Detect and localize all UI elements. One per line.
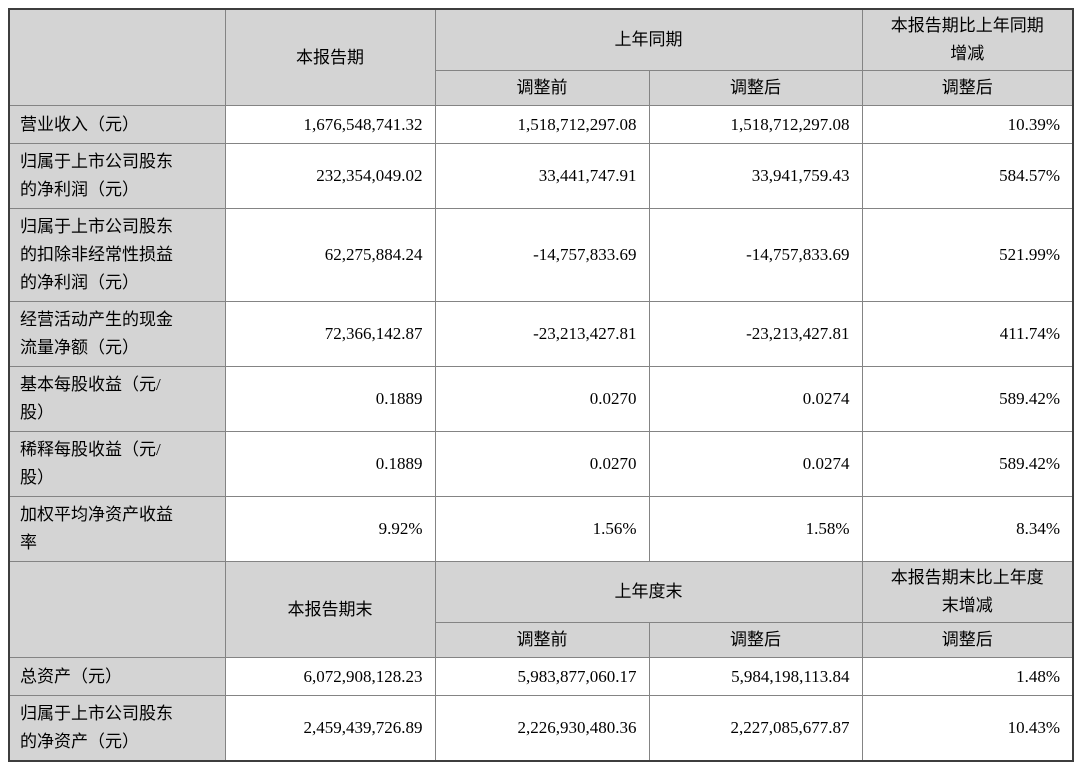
subheader-before-adjust: 调整前 [434, 622, 650, 658]
row-label: 加权平均净资产收益率 [8, 496, 226, 562]
table-row-operating-revenue: 营业收入（元） 1,676,548,741.32 1,518,712,297.0… [8, 105, 1074, 144]
col-header-prior-year-end-group: 上年度末 [434, 561, 863, 623]
value-current: 6,072,908,128.23 [224, 657, 436, 696]
value-prior-after: -23,213,427.81 [648, 301, 863, 367]
value-prior-before: 2,226,930,480.36 [434, 695, 650, 762]
period-subheader-row: 调整前 调整后 调整后 [9, 70, 1074, 106]
row-label: 稀释每股收益（元/股） [8, 431, 226, 497]
col-header-prior-period-group: 上年同期 [434, 8, 863, 71]
subheader-before-adjust: 调整前 [434, 70, 650, 106]
value-change: 10.43% [861, 695, 1074, 762]
table-row-net-profit-excl-nonrecurring: 归属于上市公司股东的扣除非经常性损益的净利润（元） 62,275,884.24 … [8, 208, 1074, 302]
table-row-total-assets: 总资产（元） 6,072,908,128.23 5,983,877,060.17… [8, 657, 1074, 696]
value-prior-after: 1.58% [648, 496, 863, 562]
value-change: 589.42% [861, 431, 1074, 497]
value-current: 232,354,049.02 [224, 143, 436, 209]
value-current: 72,366,142.87 [224, 301, 436, 367]
row-label: 基本每股收益（元/股） [8, 366, 226, 432]
end-subheader-row: 调整前 调整后 调整后 [9, 622, 1074, 658]
row-label: 经营活动产生的现金流量净额（元） [8, 301, 226, 367]
value-change: 10.39% [861, 105, 1074, 144]
value-prior-before: 33,441,747.91 [434, 143, 650, 209]
row-label: 归属于上市公司股东的净资产（元） [8, 695, 226, 762]
value-prior-before: 0.0270 [434, 431, 650, 497]
table-row-net-assets: 归属于上市公司股东的净资产（元） 2,459,439,726.89 2,226,… [8, 695, 1074, 762]
col-header-current-period-end: 本报告期末 [224, 561, 436, 658]
value-prior-before: 0.0270 [434, 366, 650, 432]
subheader-change-after-adjust: 调整后 [861, 622, 1074, 658]
corner-cell-period [8, 8, 226, 106]
row-label: 归属于上市公司股东的净利润（元） [8, 143, 226, 209]
corner-cell-end [8, 561, 226, 658]
table-row-operating-cash-flow: 经营活动产生的现金流量净额（元） 72,366,142.87 -23,213,4… [8, 301, 1074, 367]
value-prior-before: -14,757,833.69 [434, 208, 650, 302]
financial-summary-table: 本报告期 上年同期 本报告期比上年同期增减 调整前 调整后 调整后 营业收入（元… [8, 8, 1074, 762]
value-prior-after: 2,227,085,677.87 [648, 695, 863, 762]
end-header-row: 本报告期末 上年度末 本报告期末比上年度末增减 [8, 561, 1074, 658]
col-header-period-change-group: 本报告期比上年同期增减 [861, 8, 1074, 71]
subheader-after-adjust: 调整后 [648, 622, 863, 658]
value-change: 521.99% [861, 208, 1074, 302]
value-prior-after: -14,757,833.69 [648, 208, 863, 302]
table-row-weighted-avg-roe: 加权平均净资产收益率 9.92% 1.56% 1.58% 8.34% [8, 496, 1074, 562]
value-prior-before: 5,983,877,060.17 [434, 657, 650, 696]
value-current: 1,676,548,741.32 [224, 105, 436, 144]
row-label: 营业收入（元） [8, 105, 226, 144]
value-current: 0.1889 [224, 431, 436, 497]
value-current: 2,459,439,726.89 [224, 695, 436, 762]
value-current: 62,275,884.24 [224, 208, 436, 302]
table-row-net-profit: 归属于上市公司股东的净利润（元） 232,354,049.02 33,441,7… [8, 143, 1074, 209]
row-label: 归属于上市公司股东的扣除非经常性损益的净利润（元） [8, 208, 226, 302]
subheader-after-adjust: 调整后 [648, 70, 863, 106]
col-header-end-change-group: 本报告期末比上年度末增减 [861, 561, 1074, 623]
value-prior-before: 1,518,712,297.08 [434, 105, 650, 144]
value-prior-before: -23,213,427.81 [434, 301, 650, 367]
value-prior-after: 0.0274 [648, 366, 863, 432]
table-row-diluted-eps: 稀释每股收益（元/股） 0.1889 0.0270 0.0274 589.42% [8, 431, 1074, 497]
value-change: 584.57% [861, 143, 1074, 209]
value-current: 9.92% [224, 496, 436, 562]
value-prior-after: 0.0274 [648, 431, 863, 497]
subheader-change-after-adjust: 调整后 [861, 70, 1074, 106]
value-prior-after: 5,984,198,113.84 [648, 657, 863, 696]
value-prior-after: 33,941,759.43 [648, 143, 863, 209]
value-change: 589.42% [861, 366, 1074, 432]
value-prior-after: 1,518,712,297.08 [648, 105, 863, 144]
value-current: 0.1889 [224, 366, 436, 432]
value-change: 8.34% [861, 496, 1074, 562]
value-change: 1.48% [861, 657, 1074, 696]
value-prior-before: 1.56% [434, 496, 650, 562]
period-header-row: 本报告期 上年同期 本报告期比上年同期增减 [8, 8, 1074, 106]
table-row-basic-eps: 基本每股收益（元/股） 0.1889 0.0270 0.0274 589.42% [8, 366, 1074, 432]
value-change: 411.74% [861, 301, 1074, 367]
row-label: 总资产（元） [8, 657, 226, 696]
col-header-current-period: 本报告期 [224, 8, 436, 106]
